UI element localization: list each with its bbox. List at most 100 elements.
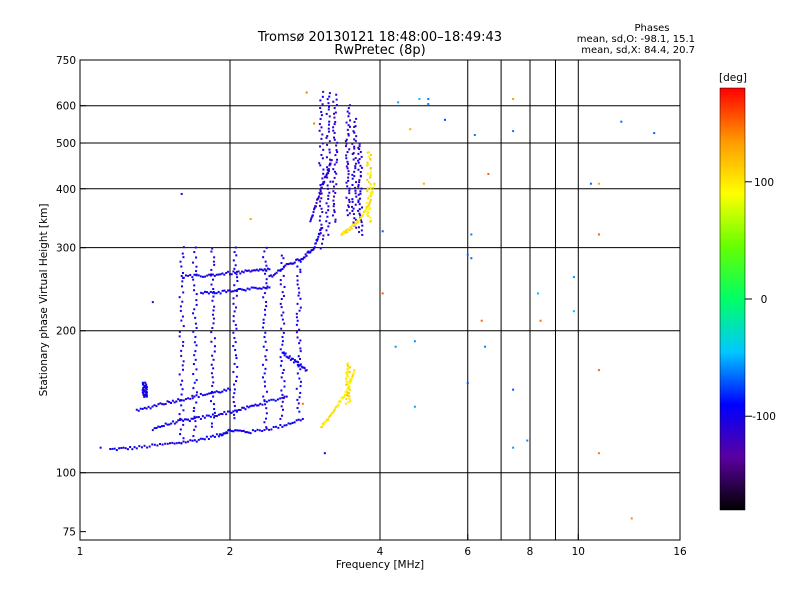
echo-point	[353, 175, 356, 178]
echo-point	[327, 102, 330, 105]
echo-point	[264, 403, 267, 406]
echo-point	[172, 420, 175, 423]
echo-point	[234, 409, 237, 412]
echo-point	[204, 290, 207, 293]
echo-point	[233, 388, 236, 391]
echo-point	[359, 214, 362, 217]
echo-point	[346, 373, 349, 376]
echo-point	[357, 200, 360, 203]
echo-point	[195, 344, 198, 347]
echo-point	[323, 180, 326, 183]
echo-point	[352, 152, 355, 155]
echo-point	[180, 404, 183, 407]
echo-point	[212, 295, 215, 298]
echo-point	[180, 192, 183, 195]
echo-point	[234, 271, 237, 274]
echo-point	[179, 383, 182, 386]
echo-point	[350, 227, 353, 230]
echo-point	[282, 257, 285, 260]
echo-point	[355, 218, 358, 221]
echo-point	[296, 319, 299, 322]
echo-point	[357, 226, 360, 229]
echo-point	[352, 221, 355, 224]
echo-point	[265, 427, 268, 430]
echo-point	[347, 392, 350, 395]
echo-point	[265, 426, 268, 429]
echo-point	[211, 376, 214, 379]
echo-point	[192, 435, 195, 438]
echo-point	[242, 288, 245, 291]
echo-point	[318, 129, 321, 132]
echo-point	[291, 421, 294, 424]
echo-point	[318, 123, 321, 126]
echo-point	[143, 389, 146, 392]
echo-point	[171, 441, 174, 444]
echo-point	[228, 410, 231, 413]
echo-point	[313, 122, 316, 125]
echo-point	[320, 426, 323, 429]
echo-point	[235, 429, 238, 432]
echo-point	[280, 376, 283, 379]
echo-point	[204, 393, 207, 396]
echo-point	[348, 104, 351, 107]
echo-point	[319, 145, 322, 148]
echo-point	[146, 446, 149, 449]
echo-point	[299, 385, 302, 388]
echo-point	[320, 207, 323, 210]
echo-point	[209, 273, 212, 276]
echo-point	[195, 265, 198, 268]
echo-point	[367, 214, 370, 217]
echo-point	[251, 429, 254, 432]
echo-point	[319, 188, 322, 191]
echo-point	[333, 170, 336, 173]
echo-point	[332, 190, 335, 193]
echo-point	[327, 187, 330, 190]
echo-point	[366, 206, 369, 209]
echo-point	[157, 403, 160, 406]
echo-point	[179, 428, 182, 431]
echo-point	[357, 193, 360, 196]
echo-point	[255, 404, 258, 407]
echo-point	[325, 173, 328, 176]
echo-point	[348, 192, 351, 195]
echo-point	[232, 331, 235, 334]
echo-point	[355, 226, 358, 229]
echo-point	[168, 401, 171, 404]
echo-point	[354, 165, 357, 168]
echo-point	[237, 270, 240, 273]
echo-point	[175, 442, 178, 445]
y-axis-label: Stationary phase Virtual Height [km]	[38, 204, 50, 397]
echo-point	[258, 429, 261, 432]
echo-point	[292, 361, 295, 364]
echo-point	[181, 271, 184, 274]
echo-point	[259, 268, 262, 271]
echo-point	[182, 325, 185, 328]
echo-point	[215, 433, 218, 436]
echo-point	[281, 408, 284, 411]
echo-point	[249, 218, 252, 221]
echo-point	[349, 366, 352, 369]
echo-point	[193, 395, 196, 398]
echo-point	[369, 188, 372, 191]
echo-point	[264, 355, 267, 358]
echo-point	[358, 179, 361, 182]
echo-point	[160, 425, 163, 428]
echo-point	[327, 197, 330, 200]
echo-point	[319, 99, 322, 102]
echo-point	[270, 398, 273, 401]
echo-point	[333, 112, 336, 115]
echo-point	[182, 340, 185, 343]
echo-point	[349, 388, 352, 391]
echo-point	[357, 199, 360, 202]
echo-point	[342, 232, 345, 235]
echo-point	[332, 180, 335, 183]
echo-point	[217, 435, 220, 438]
echo-point	[296, 275, 299, 278]
echo-point	[151, 301, 154, 304]
colorbar-tick-label: 0	[761, 294, 768, 306]
echo-point	[287, 263, 290, 266]
echo-point	[256, 428, 259, 431]
echo-point	[192, 261, 195, 264]
echo-point	[283, 285, 286, 288]
echo-point	[244, 431, 247, 434]
